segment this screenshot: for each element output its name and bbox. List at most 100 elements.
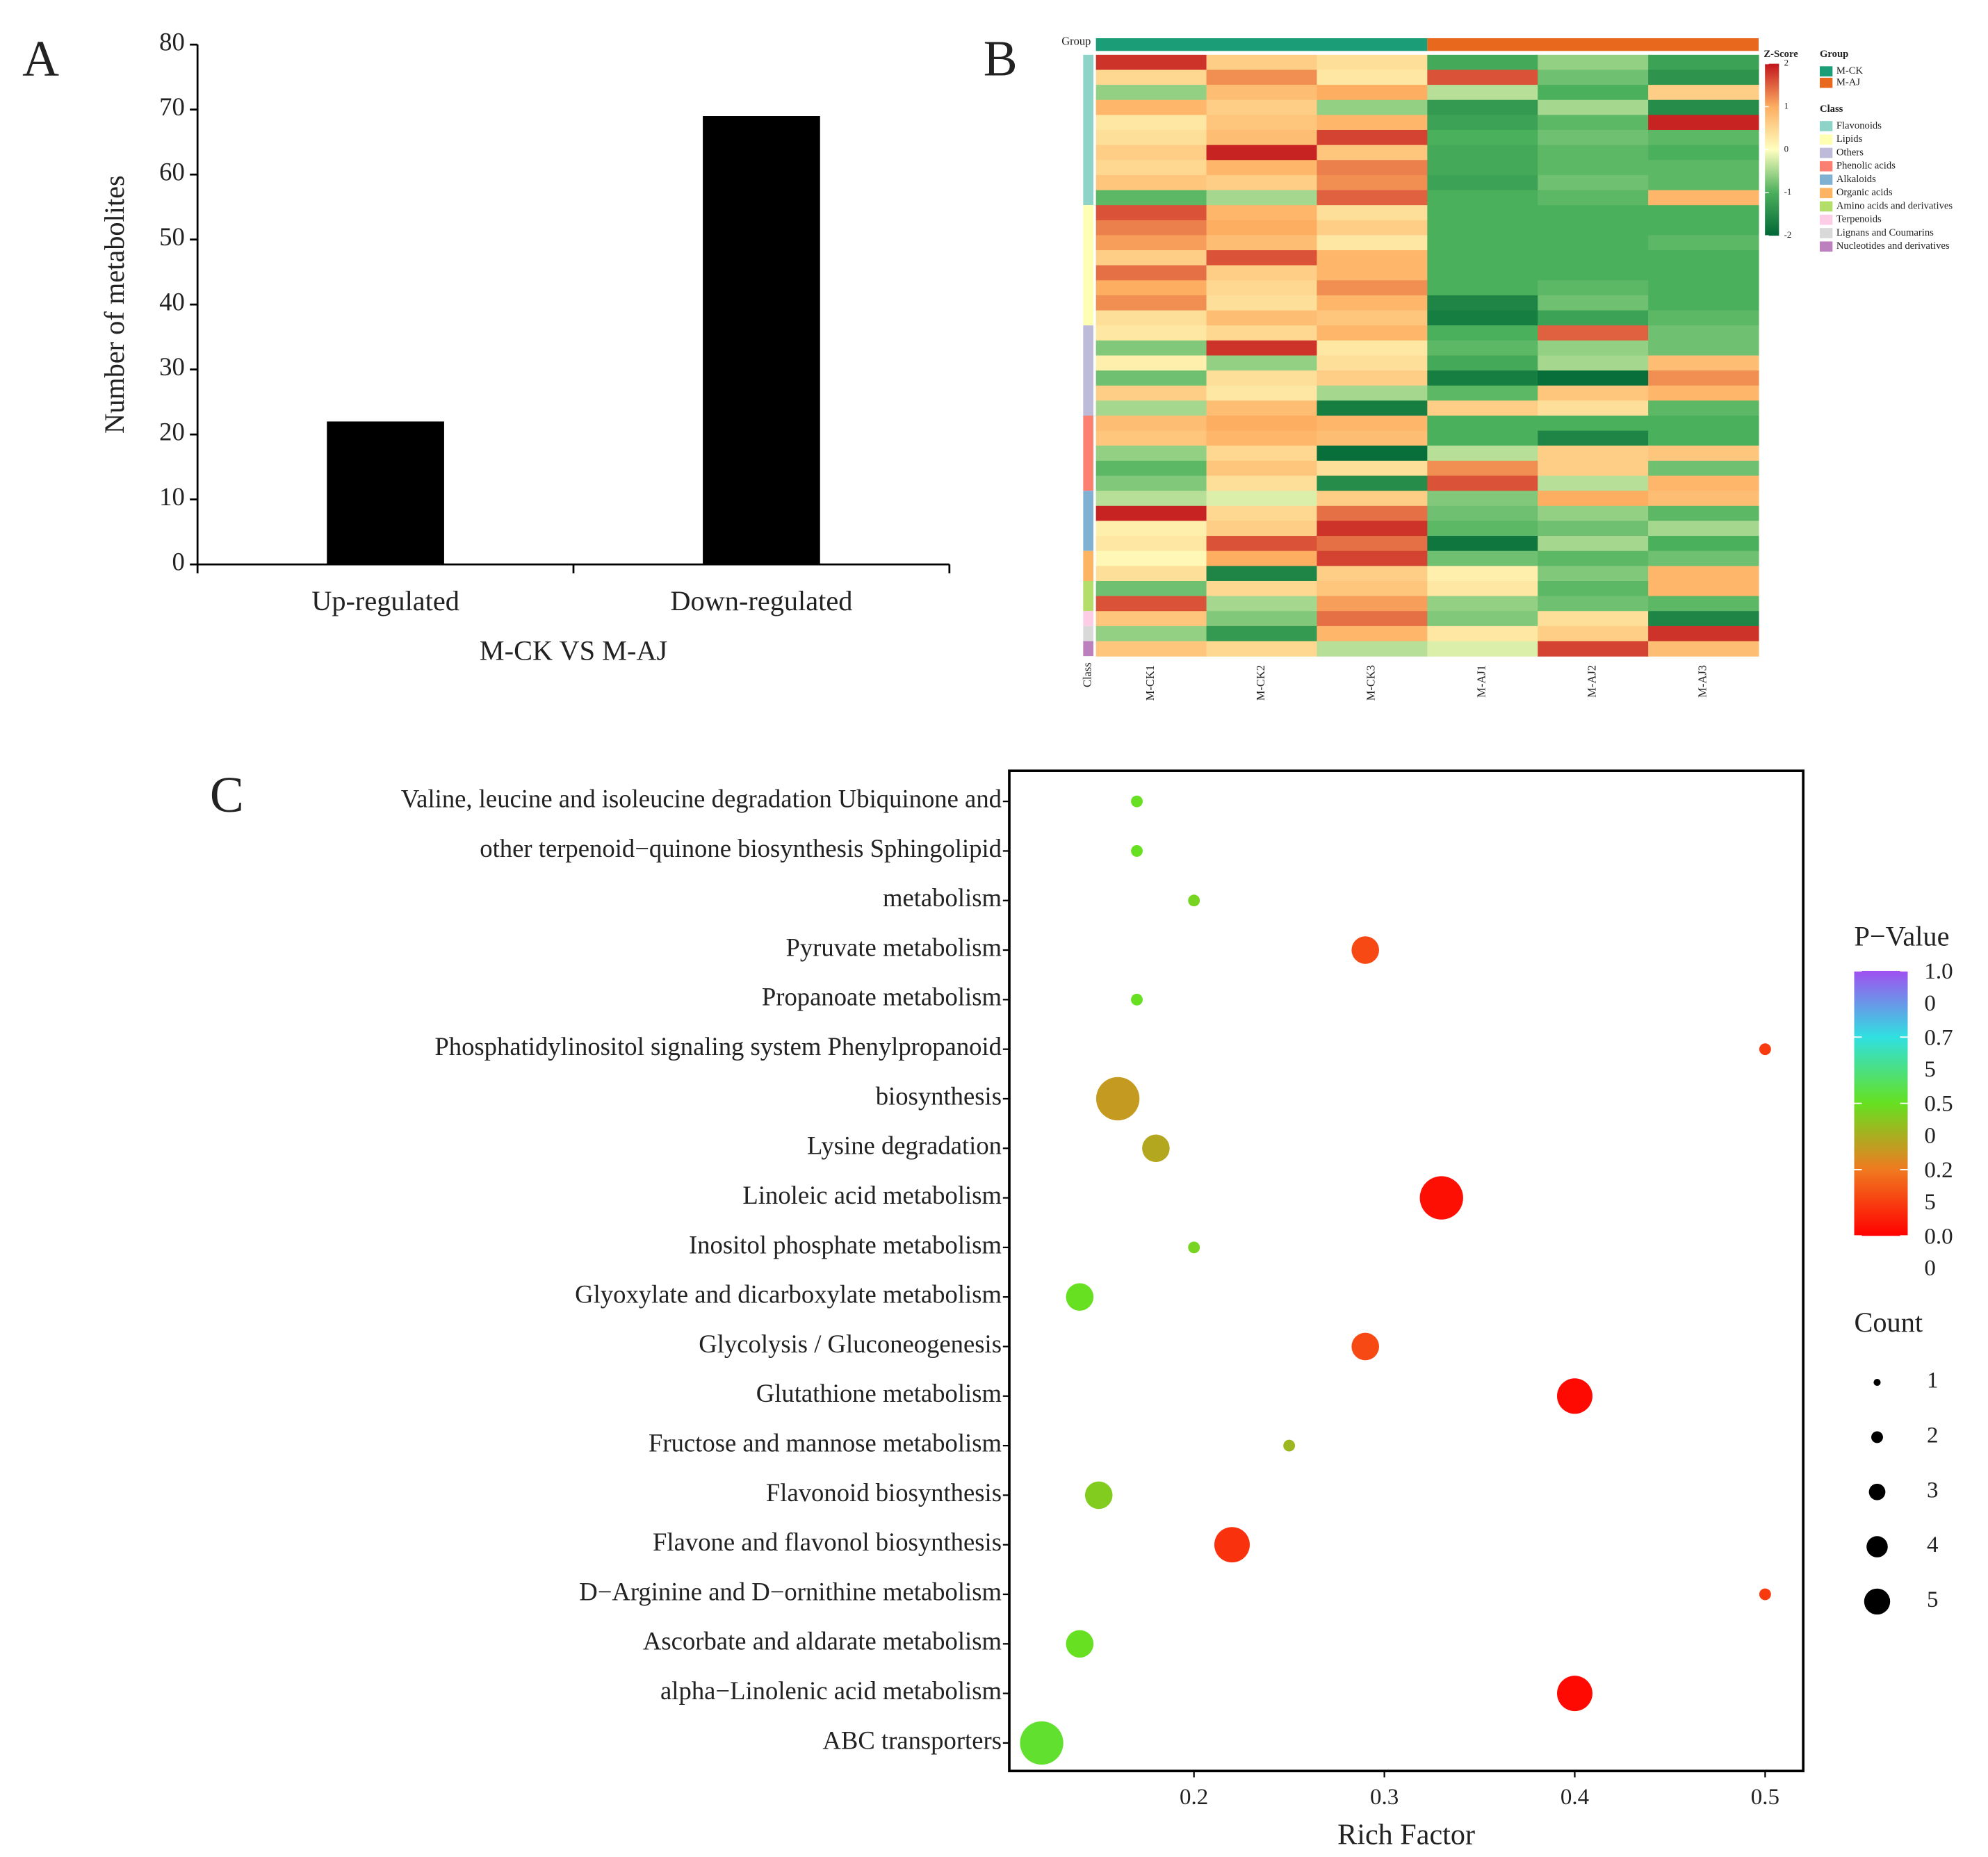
heatmap-cell — [1538, 491, 1649, 507]
class-bar — [1083, 625, 1093, 641]
class-bar — [1083, 205, 1093, 326]
heatmap-cell — [1206, 536, 1317, 552]
heatmap-cell — [1317, 235, 1428, 251]
heatmap-cell — [1427, 491, 1538, 507]
y-tick-label: 40 — [159, 288, 185, 316]
bubble — [1142, 1134, 1170, 1163]
bubble — [1214, 1527, 1250, 1563]
heatmap-cell — [1095, 625, 1207, 642]
heatmap-cell — [1317, 430, 1428, 446]
heatmap-cell — [1538, 505, 1649, 521]
colorbar-tick-label: 0.00 — [1924, 1223, 1953, 1280]
heatmap-cell — [1317, 280, 1428, 296]
legend-label: 1 — [1927, 1368, 1939, 1393]
heatmap-cell — [1538, 325, 1649, 341]
heatmap-cell — [1427, 625, 1538, 642]
column-label: M-AJ2 — [1585, 665, 1598, 698]
heatmap-cell — [1206, 160, 1317, 176]
legend-swatch — [1820, 121, 1833, 131]
heatmap-cell — [1206, 325, 1317, 341]
heatmap-cell — [1095, 385, 1207, 401]
heatmap-cell — [1427, 370, 1538, 386]
y-tick-label: Lysine degradation — [807, 1131, 1002, 1160]
legend-label: Alkaloids — [1836, 174, 1876, 185]
heatmap-cell — [1538, 340, 1649, 357]
heatmap-cell — [1206, 310, 1317, 326]
heatmap-cell — [1317, 445, 1428, 461]
heatmap-cell — [1427, 521, 1538, 537]
heatmap-cell — [1648, 400, 1759, 416]
heatmap-cell — [1095, 54, 1207, 71]
heatmap-cell — [1206, 145, 1317, 161]
heatmap-cell — [1317, 190, 1428, 206]
legend-swatch — [1820, 214, 1833, 225]
heatmap-cell — [1317, 641, 1428, 657]
heatmap-cell — [1206, 355, 1317, 371]
heatmap-cell — [1317, 115, 1428, 131]
heatmap-cell — [1206, 115, 1317, 131]
heatmap-cell — [1317, 400, 1428, 416]
group-axis-label: Group — [1061, 34, 1091, 47]
heatmap-cell — [1648, 310, 1759, 326]
heatmap-cell — [1538, 416, 1649, 432]
heatmap-cell — [1538, 190, 1649, 206]
heatmap-cell — [1648, 611, 1759, 627]
heatmap-cell — [1095, 99, 1207, 115]
heatmap-cell — [1206, 69, 1317, 85]
heatmap-cell — [1538, 475, 1649, 491]
heatmap-cell — [1206, 54, 1317, 71]
y-tick-label: 60 — [159, 158, 185, 186]
heatmap-cell — [1206, 445, 1317, 461]
heatmap-cell — [1427, 460, 1538, 477]
y-axis-label: Number of metabolites — [99, 175, 130, 434]
heatmap-cell — [1317, 85, 1428, 101]
heatmap-cell — [1317, 220, 1428, 236]
heatmap-cell — [1317, 340, 1428, 357]
heatmap-cell — [1206, 596, 1317, 612]
bubble — [1759, 1043, 1771, 1056]
heatmap-cell — [1648, 491, 1759, 507]
y-tick-label: D−Arginine and D−ornithine metabolism — [579, 1577, 1002, 1605]
legend-label: M-AJ — [1836, 77, 1860, 88]
heatmap-cell — [1538, 385, 1649, 401]
heatmap-cell — [1538, 145, 1649, 161]
heatmap-cell — [1095, 536, 1207, 552]
heatmap-cell — [1538, 174, 1649, 191]
heatmap-cell — [1538, 99, 1649, 115]
y-tick-label: Glyoxylate and dicarboxylate metabolism — [575, 1280, 1002, 1309]
heatmap-cell — [1206, 625, 1317, 642]
heatmap-cell — [1538, 69, 1649, 85]
heatmap-cell — [1095, 115, 1207, 131]
colorbar-title: P−Value — [1855, 920, 1950, 951]
heatmap-cell — [1095, 566, 1207, 582]
heatmap-cell — [1648, 430, 1759, 446]
heatmap-cell — [1317, 521, 1428, 537]
column-label: M-CK3 — [1364, 665, 1378, 701]
heatmap-cell — [1538, 205, 1649, 221]
heatmap-cell — [1538, 115, 1649, 131]
heatmap-cell — [1427, 611, 1538, 627]
heatmap-cell — [1317, 475, 1428, 491]
legend-swatch — [1820, 147, 1833, 158]
y-tick-label: Fructose and mannose metabolism — [649, 1428, 1002, 1457]
x-axis-label: M-CK VS M-AJ — [480, 635, 667, 666]
heatmap-cell — [1538, 160, 1649, 176]
heatmap-cell — [1427, 416, 1538, 432]
x-tick-label: 0.3 — [1370, 1785, 1399, 1810]
heatmap-cell — [1538, 355, 1649, 371]
legend-swatch — [1820, 241, 1833, 252]
colorbar-tick-text: 1.00 — [1924, 958, 1953, 1016]
heatmap-cell — [1317, 99, 1428, 115]
heatmap-cell — [1427, 205, 1538, 221]
heatmap-cell — [1206, 129, 1317, 146]
heatmap-cell — [1206, 505, 1317, 521]
heatmap-cell — [1317, 596, 1428, 612]
legend-label: Flavonoids — [1836, 120, 1882, 131]
heatmap-cell — [1427, 85, 1538, 101]
heatmap-cell — [1538, 641, 1649, 657]
heatmap-cell — [1538, 430, 1649, 446]
heatmap-cell — [1427, 596, 1538, 612]
class-bar — [1083, 641, 1093, 657]
heatmap-cell — [1538, 611, 1649, 627]
